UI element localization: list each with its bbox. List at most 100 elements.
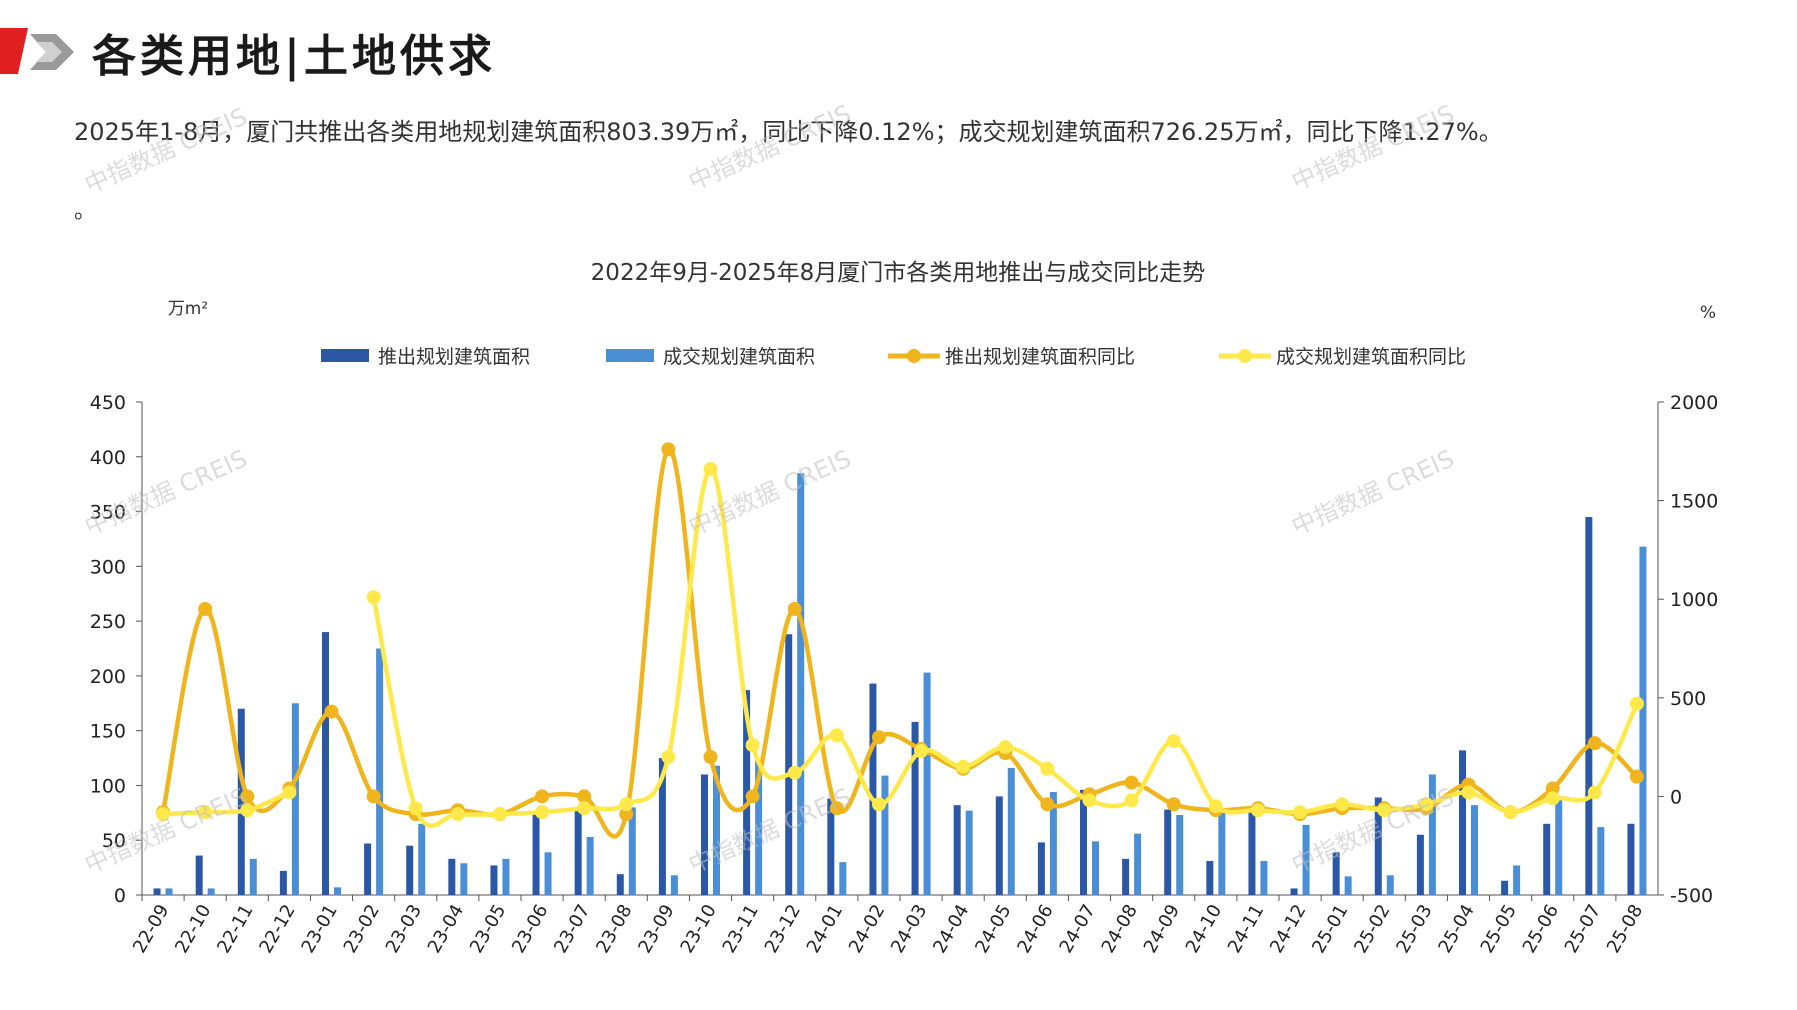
bar (574, 807, 582, 895)
series-point (450, 807, 465, 822)
line-series-group (156, 442, 1644, 839)
series-point (871, 797, 886, 812)
y-tick-label: 300 (90, 556, 126, 578)
x-tick-label: 25-05 (1477, 901, 1521, 957)
bar (1007, 767, 1015, 895)
series-point (745, 738, 760, 753)
series-line (162, 790, 291, 817)
x-tick-label: 23-04 (424, 901, 468, 957)
bar (364, 843, 372, 895)
x-tick-label: 25-02 (1350, 901, 1394, 957)
x-tick-label: 25-06 (1519, 901, 1563, 957)
y-tick-label: 250 (90, 611, 126, 633)
series-point (1419, 797, 1434, 812)
bar (460, 863, 468, 895)
x-tick-label: 24-07 (1055, 901, 1099, 957)
x-tick-label: 25-08 (1603, 901, 1647, 957)
bar (586, 836, 594, 895)
series-point (661, 749, 676, 764)
x-tick-label: 22-11 (213, 901, 257, 957)
bar (322, 632, 329, 895)
summary-text: 2025年1-8月，厦门共推出各类用地规划建筑面积803.39万㎡，同比下降0.… (74, 118, 1503, 146)
legend-label: 成交规划建筑面积 (663, 346, 815, 368)
x-tick-label: 24-02 (845, 901, 889, 957)
bar (544, 852, 552, 895)
series-point (998, 740, 1013, 755)
x-tick-label: 23-03 (382, 901, 426, 957)
series-point (1461, 785, 1476, 800)
series-point (1124, 775, 1139, 790)
x-tick-label: 25-03 (1392, 901, 1436, 957)
series-line (371, 466, 1639, 828)
bar (1122, 858, 1130, 895)
bar (1332, 852, 1340, 895)
series-point (1124, 793, 1139, 808)
y2-tick-label: 0 (1670, 786, 1682, 808)
bar (1639, 546, 1647, 895)
bar (670, 875, 678, 895)
bar (1428, 774, 1436, 895)
y2-tick-label: 1500 (1670, 491, 1718, 513)
series-point (1166, 797, 1181, 812)
x-tick-label: 23-12 (761, 901, 805, 957)
x-tick-label: 23-05 (466, 901, 510, 957)
series-point (1082, 793, 1097, 808)
bar (827, 798, 835, 895)
x-tick-label: 24-09 (1140, 901, 1184, 957)
series-point (1545, 781, 1560, 796)
series-point (366, 590, 381, 605)
chart-title: 2022年9月-2025年8月厦门市各类用地推出与成交同比走势 (591, 260, 1206, 286)
bar (1513, 865, 1521, 895)
x-tick-label: 23-11 (719, 901, 763, 957)
x-tick-label: 24-04 (929, 901, 973, 957)
bar (532, 811, 540, 895)
bar (1543, 823, 1551, 895)
x-tick-label: 23-01 (297, 901, 341, 957)
series-point (577, 801, 592, 816)
bar (207, 888, 215, 895)
legend-marker (1238, 349, 1252, 363)
y-tick-label: 400 (90, 447, 126, 469)
bar (1164, 809, 1172, 895)
y2-tick-label: -500 (1670, 885, 1713, 907)
series-point (1587, 736, 1602, 751)
series-point (829, 728, 844, 743)
bar (713, 765, 720, 895)
bar (153, 888, 161, 895)
bar (1344, 876, 1352, 895)
bar (502, 858, 510, 895)
series-point (1629, 696, 1644, 711)
bar (1290, 888, 1298, 895)
bar (376, 648, 384, 895)
bar (1585, 517, 1593, 895)
x-tick-label: 22-10 (171, 901, 215, 957)
bar (1416, 834, 1424, 895)
bar (1218, 812, 1226, 895)
x-tick-label: 23-10 (676, 901, 720, 957)
bar (1134, 833, 1142, 895)
bar (1302, 824, 1310, 895)
series-point (366, 789, 381, 804)
series-point (619, 807, 634, 822)
bar (406, 845, 414, 895)
series-point (492, 807, 507, 822)
bar (279, 870, 287, 895)
bar (995, 796, 1003, 895)
series-point (324, 704, 339, 719)
legend-label: 成交规划建筑面积同比 (1276, 346, 1466, 368)
bar (911, 721, 919, 895)
bar (165, 888, 173, 895)
series-point (1629, 769, 1644, 784)
series-point (1587, 785, 1602, 800)
bar (616, 874, 624, 895)
x-tick-label: 24-08 (1098, 901, 1142, 957)
series-point (619, 797, 634, 812)
x-tick-label: 24-05 (971, 901, 1015, 957)
brand-logo (0, 28, 74, 74)
series-point (408, 801, 423, 816)
x-tick-label: 25-01 (1308, 901, 1352, 957)
summary-tail: 。 (74, 199, 97, 224)
bar (1374, 797, 1382, 895)
